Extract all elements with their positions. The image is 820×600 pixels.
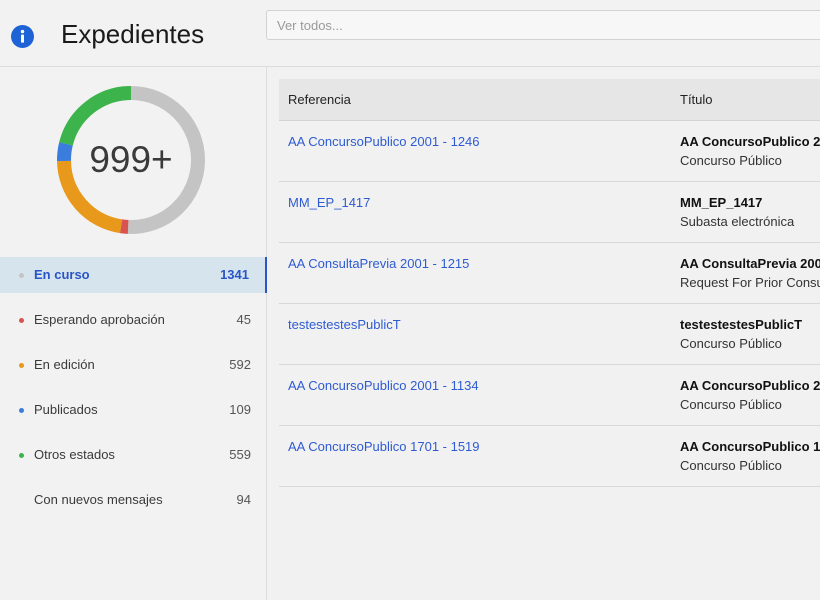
page-header: Expedientes — [0, 0, 820, 67]
table-header: Referencia Título — [279, 79, 820, 121]
reference-link[interactable]: MM_EP_1417 — [288, 195, 371, 210]
status-label: Publicados — [34, 402, 98, 417]
expedientes-table: Referencia Título AA ConcursoPublico 200… — [279, 79, 820, 600]
status-item-publicados[interactable]: Publicados 109 — [0, 392, 267, 437]
status-item-con-nuevos-mensajes[interactable]: Con nuevos mensajes 94 — [0, 482, 267, 527]
status-list: En curso 1341 Esperando aprobación 45 En… — [0, 257, 267, 527]
status-dot — [19, 408, 24, 413]
row-title: testestestesPublicT — [680, 317, 803, 332]
row-procedure-type: Subasta electrónica — [680, 214, 795, 229]
table-row[interactable]: AA ConsultaPrevia 2001 - 1215 AA Consult… — [279, 243, 820, 304]
row-procedure-type: Concurso Público — [680, 458, 782, 473]
donut-slice-esperando-aprobación — [119, 219, 129, 234]
reference-link[interactable]: AA ConcursoPublico 1701 - 1519 — [288, 439, 480, 454]
status-label: Esperando aprobación — [34, 312, 165, 327]
reference-link[interactable]: AA ConcursoPublico 2001 - 1134 — [288, 378, 479, 393]
search-input[interactable] — [266, 10, 820, 40]
column-header-titulo[interactable]: Título — [680, 92, 713, 107]
reference-link[interactable]: AA ConsultaPrevia 2001 - 1215 — [288, 256, 470, 271]
table-body: AA ConcursoPublico 2001 - 1246 AA Concur… — [279, 121, 820, 487]
status-item-otros-estados[interactable]: Otros estados 559 — [0, 437, 267, 482]
table-row[interactable]: MM_EP_1417 MM_EP_1417 Subasta electrónic… — [279, 182, 820, 243]
row-title: AA ConsultaPrevia 2001 — [680, 256, 820, 271]
status-count: 592 — [229, 357, 251, 372]
status-label: Con nuevos mensajes — [34, 492, 163, 507]
status-count: 45 — [236, 312, 251, 327]
row-procedure-type: Concurso Público — [680, 397, 782, 412]
row-title: AA ConcursoPublico 17 — [680, 439, 820, 454]
column-header-referencia[interactable]: Referencia — [288, 92, 351, 107]
status-count: 109 — [229, 402, 251, 417]
status-dot — [19, 318, 24, 323]
status-item-en-curso[interactable]: En curso 1341 — [0, 257, 267, 293]
status-count: 94 — [236, 492, 251, 507]
status-count: 1341 — [220, 267, 249, 282]
donut-slice-en-edición — [57, 160, 123, 234]
status-dot — [19, 363, 24, 368]
status-label: Otros estados — [34, 447, 115, 462]
row-title: AA ConcursoPublico 20 — [680, 134, 820, 149]
status-dot — [19, 453, 24, 458]
donut-total-label: 999+ — [89, 139, 173, 180]
table-row[interactable]: testestestesPublicT testestestesPublicT … — [279, 304, 820, 365]
status-label: En curso — [34, 267, 90, 282]
status-item-en-edicion[interactable]: En edición 592 — [0, 347, 267, 392]
row-procedure-type: Request For Prior Consu — [680, 275, 820, 290]
donut-slice-en-curso — [127, 86, 205, 234]
status-label: En edición — [34, 357, 95, 372]
page-title: Expedientes — [61, 19, 205, 49]
status-count: 559 — [229, 447, 251, 462]
table-row[interactable]: AA ConcursoPublico 2001 - 1246 AA Concur… — [279, 121, 820, 182]
status-dot — [19, 273, 24, 278]
row-title: AA ConcursoPublico 20 — [680, 378, 820, 393]
table-row[interactable]: AA ConcursoPublico 1701 - 1519 AA Concur… — [279, 426, 820, 487]
row-procedure-type: Concurso Público — [680, 153, 782, 168]
donut-slice-otros-estados — [59, 86, 132, 146]
row-procedure-type: Concurso Público — [680, 336, 782, 351]
donut-slice-publicados — [57, 142, 73, 162]
reference-link[interactable]: AA ConcursoPublico 2001 - 1246 — [288, 134, 480, 149]
reference-link[interactable]: testestestesPublicT — [288, 317, 401, 332]
status-sidebar: 999+ En curso 1341 Esperando aprobación … — [0, 67, 267, 600]
row-title: MM_EP_1417 — [680, 195, 763, 210]
status-item-esperando-aprobacion[interactable]: Esperando aprobación 45 — [0, 302, 267, 347]
status-donut-chart — [57, 86, 205, 234]
table-row[interactable]: AA ConcursoPublico 2001 - 1134 AA Concur… — [279, 365, 820, 426]
info-icon[interactable] — [11, 25, 34, 48]
